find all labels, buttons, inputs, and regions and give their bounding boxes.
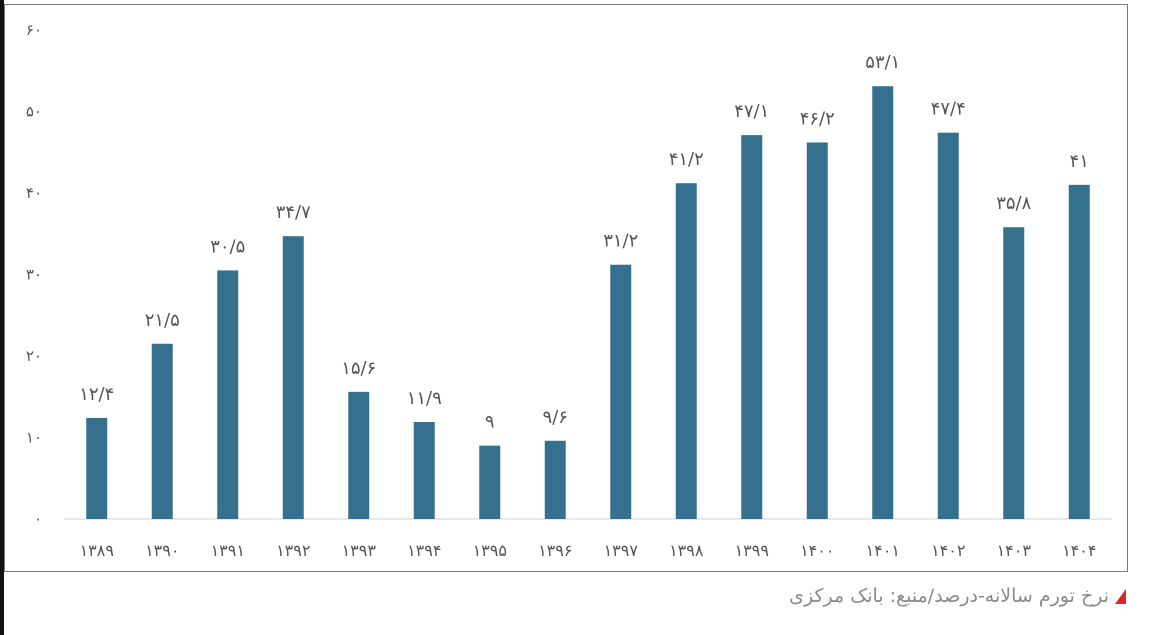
data-label: ۱۵/۶ (341, 358, 376, 379)
bar (675, 183, 697, 519)
x-tick-label: ۱۴۰۴ (1062, 541, 1096, 560)
data-label: ۲۱/۵ (145, 310, 180, 331)
bar (86, 417, 108, 519)
bar (413, 422, 435, 519)
x-tick-label: ۱۴۰۰ (800, 541, 834, 560)
x-tick-label: ۱۴۰۲ (931, 541, 965, 560)
data-label: ۴۱ (1070, 151, 1089, 172)
x-axis: ۱۳۸۹ ۱۳۹۰ ۱۳۹۱ ۱۳۹۲ ۱۳۹۳ ۱۳۹۴ ۱۳۹۵ ۱۳۹۶ ۱۳۹۷ ۱۳۹۸… (80, 541, 1097, 560)
y-tick-label: ۰ (34, 510, 42, 528)
y-tick-label: ۲۰ (26, 347, 42, 365)
data-label: ۴۷/۴ (931, 99, 966, 120)
x-tick-label: ۱۳۹۹ (735, 541, 769, 560)
bar (217, 270, 239, 519)
data-label: ۳۰/۵ (210, 236, 245, 257)
x-tick-label: ۱۳۹۷ (604, 541, 639, 560)
data-label: ۱۲/۴ (79, 384, 114, 405)
bar (610, 264, 632, 519)
y-tick-label: ۱۰ (26, 429, 42, 447)
data-label: ۴۱/۲ (669, 149, 704, 170)
y-tick-label: ۴۰ (26, 184, 42, 202)
data-label: ۹ (485, 412, 495, 433)
bar (872, 86, 894, 520)
data-label: ۹/۶ (543, 407, 568, 428)
x-tick-label: ۱۴۰۳ (997, 541, 1032, 560)
data-label: ۳۱/۲ (603, 231, 638, 252)
data-label: ۵۳/۱ (865, 52, 900, 73)
x-tick-label: ۱۳۹۳ (342, 541, 377, 560)
data-label: ۳۵/۸ (996, 193, 1031, 214)
x-tick-label: ۱۳۹۱ (211, 541, 245, 560)
y-tick-label: ۶۰ (26, 21, 42, 39)
bar (151, 343, 173, 519)
chart-caption: نرخ تورم سالانه-درصد/منبع: بانک مرکزی (789, 585, 1126, 607)
data-label: ۴۷/۱ (734, 101, 769, 122)
data-label: ۳۴/۷ (276, 202, 311, 223)
x-tick-label: ۱۳۹۲ (276, 541, 310, 560)
x-tick-label: ۱۳۹۴ (407, 541, 441, 560)
bars: ۱۲/۴ ۲۱/۵ ۳۰/۵ ۳۴/۷ ۱۵/۶ ۱۱/۹ ۹ ۹/۶ ۳۱/۲ ۴۱/۲ ۴۷/۱… (79, 52, 1090, 520)
bar (806, 142, 828, 519)
x-tick-label: ۱۴۰۱ (866, 541, 900, 560)
y-tick-label: ۵۰ (26, 103, 42, 121)
data-label: ۱۱/۹ (407, 388, 442, 409)
caption-triangle-icon (1115, 588, 1126, 604)
x-tick-label: ۱۳۹۵ (473, 541, 507, 560)
window-edge (0, 0, 4, 635)
x-tick-label: ۱۳۹۰ (145, 541, 179, 560)
bar (1068, 184, 1090, 519)
bar (282, 236, 304, 519)
data-label: ۴۶/۲ (800, 108, 835, 129)
bar (479, 445, 501, 519)
bar (1003, 227, 1025, 520)
x-tick-label: ۱۳۹۸ (669, 541, 704, 560)
caption-text: نرخ تورم سالانه-درصد/منبع: بانک مرکزی (789, 585, 1109, 607)
bar (348, 391, 370, 519)
y-axis: ۰ ۱۰ ۲۰ ۳۰ ۴۰ ۵۰ ۶۰ (26, 21, 42, 528)
x-tick-label: ۱۳۹۶ (538, 541, 572, 560)
x-tick-label: ۱۳۸۹ (80, 541, 114, 560)
bar (544, 440, 566, 519)
bar (741, 135, 763, 519)
y-tick-label: ۳۰ (26, 266, 42, 284)
bar (937, 132, 959, 519)
